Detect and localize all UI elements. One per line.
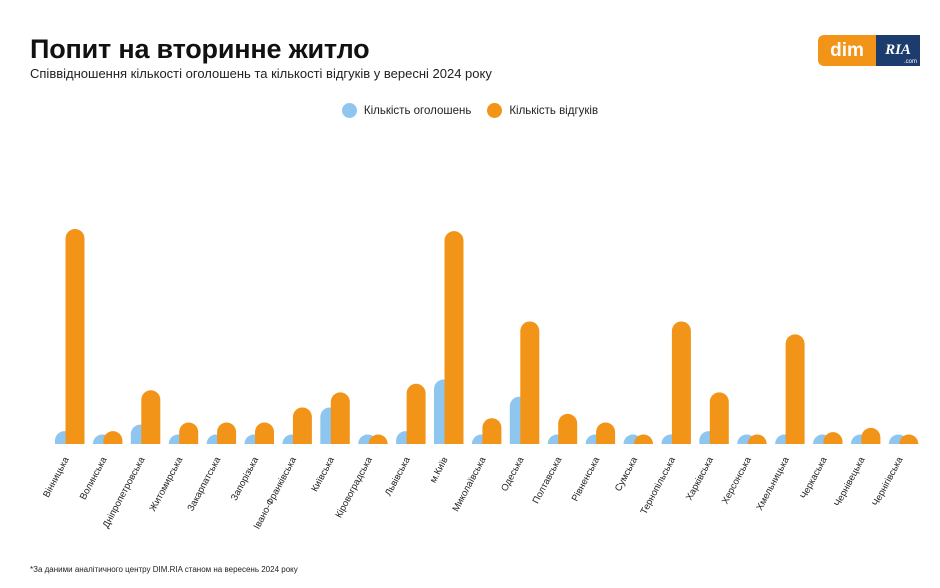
footnote: *За даними аналітичного центру DIM.RIA с… [30,565,298,574]
x-tick-label-2: Дніпропетровська [101,455,148,530]
x-tick-label-9: Львівська [383,455,413,498]
bar-responses-18 [747,434,767,444]
bar-responses-12 [520,321,540,444]
bar-responses-9 [406,383,426,444]
chart-subtitle: Співвідношення кількості оголошень та кі… [30,66,492,81]
x-tick-label-0: Вінницька [41,455,72,500]
x-tick-label-13: Полтавська [531,455,565,506]
x-tick-label-16: Тернопільська [639,455,679,517]
bar-responses-1 [103,431,123,444]
chart-title: Попит на вторинне житло [30,34,370,64]
x-tick-label-10: м.Київ [428,455,451,485]
bar-responses-0 [65,229,85,444]
x-tick-label-8: Кіровоградська [334,455,376,520]
x-tick-label-5: Запорізька [229,455,261,503]
x-tick-label-4: Закарпатська [185,455,223,514]
x-tick-label-11: Миколаївська [451,455,489,514]
legend-label-listings: Кількість оголошень [363,104,472,117]
bar-responses-19 [785,334,805,444]
x-tick-label-12: Одеська [499,455,527,494]
x-tick-label-21: Чернівецька [832,455,868,509]
x-tick-label-7: Київська [309,455,337,494]
bar-responses-7 [330,392,350,444]
bar-responses-22 [899,434,919,444]
bar-responses-20 [823,432,843,444]
x-tick-label-17: Харківська [684,455,716,503]
bar-responses-3 [179,422,199,444]
x-tick-label-3: Житомирська [147,455,185,514]
legend-item-listings: Кількість оголошень [341,103,472,118]
x-tick-label-6: Івано-Франківська [252,455,300,532]
logo-ria-text: RIA [885,42,911,58]
logo-dim-part: dim [818,35,876,66]
bar-responses-17 [709,392,729,444]
x-tick-label-19: Хмельницька [754,455,792,513]
x-tick-label-1: Волинська [78,455,110,502]
x-tick-label-15: Сумська [613,455,641,494]
legend-swatch-responses [487,103,503,118]
legend-item-responses: Кількість відгуків [487,103,598,118]
x-tick-label-14: Рівненська [570,455,603,504]
bar-responses-4 [217,422,237,444]
dim-ria-logo: dim RIA .com [818,35,920,66]
bar-responses-14 [596,422,616,444]
chart-legend: Кількість оголошень Кількість відгуків [0,103,940,118]
bar-responses-13 [558,413,578,444]
bar-responses-8 [368,434,388,444]
bar-responses-11 [482,418,502,444]
bar-responses-21 [861,427,881,444]
bar-responses-16 [671,321,691,444]
x-tick-label-20: Черкаська [798,455,830,501]
bar-responses-15 [634,434,653,444]
x-tick-label-18: Херсонська [720,455,754,506]
bar-responses-6 [292,407,312,444]
logo-ria-domain: .com [903,59,917,65]
logo-ria-part: RIA .com [876,35,920,66]
legend-swatch-listings [341,103,357,118]
bar-responses-5 [255,422,274,444]
legend-label-responses: Кількість відгуків [509,104,599,117]
bar-responses-2 [141,390,161,444]
bar-responses-10 [444,231,464,444]
x-tick-label-22: Чернігівська [870,455,905,509]
